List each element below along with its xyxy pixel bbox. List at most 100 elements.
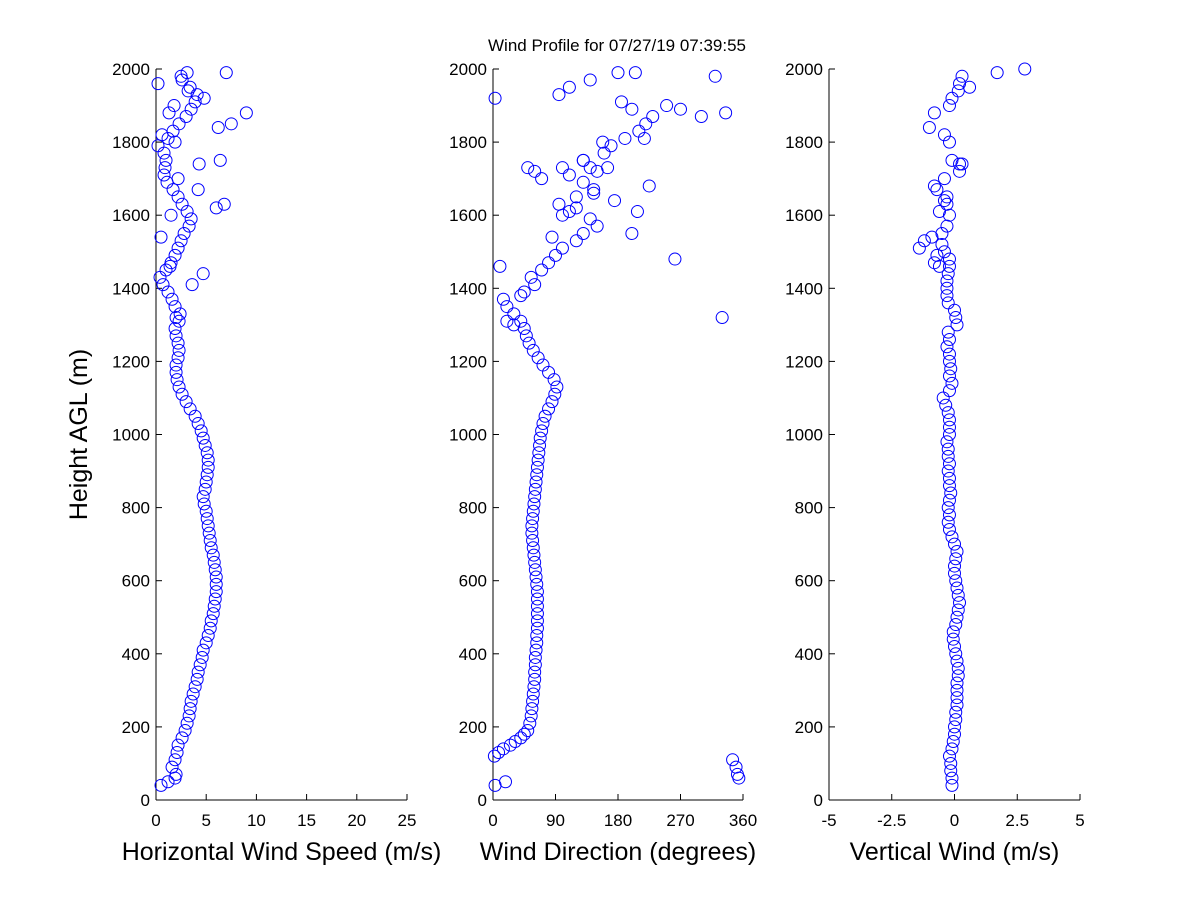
x-tick-label: 0 <box>488 811 497 830</box>
data-point <box>940 274 954 288</box>
data-point <box>209 585 223 599</box>
data-point <box>941 325 955 339</box>
data-point <box>201 460 215 474</box>
data-point <box>542 402 556 416</box>
data-point <box>170 373 184 387</box>
y-tick-label: 1600 <box>112 206 150 225</box>
data-point <box>174 69 188 83</box>
data-point <box>935 226 949 240</box>
data-point <box>949 552 963 566</box>
y-tick-label: 400 <box>795 645 823 664</box>
data-point <box>912 241 926 255</box>
data-point <box>197 497 211 511</box>
subplot-direction: 0 200 400 600 800 1000 1200 1400 1600 1800 2000 0 90… <box>449 60 757 866</box>
y-tick-label: 2000 <box>449 60 487 79</box>
x-tick-label: 90 <box>546 811 565 830</box>
data-point <box>524 270 538 284</box>
data-point <box>514 731 528 745</box>
data-point <box>180 205 194 219</box>
data-point <box>184 102 198 116</box>
data-point <box>526 541 540 555</box>
data-point <box>201 453 215 467</box>
data-point <box>533 431 547 445</box>
data-point <box>529 475 543 489</box>
y-tick-label: 1000 <box>785 426 823 445</box>
data-point <box>496 742 510 756</box>
data-point <box>950 318 964 332</box>
data-point <box>529 570 543 584</box>
data-point <box>618 131 632 145</box>
data-point <box>171 351 185 365</box>
data-point <box>193 658 207 672</box>
data-point <box>945 153 959 167</box>
data-point <box>188 409 202 423</box>
y-tick-label: 1000 <box>112 426 150 445</box>
data-point <box>519 329 533 343</box>
data-point <box>555 161 569 175</box>
data-point <box>942 384 956 398</box>
x-tick-label: 0 <box>151 811 160 830</box>
data-point <box>941 449 955 463</box>
y-tick-label: 1600 <box>785 206 823 225</box>
data-point <box>199 504 213 518</box>
data-point <box>526 533 540 547</box>
data-point <box>587 186 601 200</box>
data-point <box>175 731 189 745</box>
data-point <box>517 285 531 299</box>
data-point <box>950 698 964 712</box>
data-point <box>201 519 215 533</box>
data-point <box>646 110 660 124</box>
data-point <box>530 460 544 474</box>
data-point <box>201 629 215 643</box>
data-point <box>211 120 225 134</box>
data-point <box>944 362 958 376</box>
data-point <box>188 95 202 109</box>
data-point <box>169 358 183 372</box>
y-axis-label: Height AGL (m) <box>65 349 93 520</box>
x-tick-label: 10 <box>247 811 266 830</box>
data-point <box>942 428 956 441</box>
data-point <box>181 84 195 98</box>
data-point <box>159 153 173 167</box>
data-point <box>562 168 576 182</box>
x-axis-label: Wind Direction (degrees) <box>480 838 757 866</box>
y-tick-label: 600 <box>795 572 823 591</box>
data-point <box>942 369 956 383</box>
y-tick-label: 1000 <box>449 426 487 445</box>
data-point <box>175 197 189 211</box>
data-point <box>927 256 941 270</box>
data-point <box>172 343 186 357</box>
data-point <box>950 544 964 558</box>
data-point <box>940 281 954 295</box>
data-point <box>528 665 542 679</box>
data-point <box>1018 62 1032 76</box>
x-tick-label: 5 <box>1075 811 1084 830</box>
data-point <box>642 179 656 193</box>
data-point <box>170 745 184 759</box>
data-point <box>719 106 733 120</box>
data-point <box>191 417 205 431</box>
subplot-vertical: 0 200 400 600 800 1000 1200 1400 1600 1800 2000 -5 -… <box>785 60 1085 866</box>
data-point <box>949 574 963 588</box>
data-point <box>209 577 223 591</box>
data-point <box>183 402 197 416</box>
data-point <box>715 311 729 325</box>
data-point <box>536 358 550 372</box>
data-point <box>949 311 963 325</box>
data-point <box>161 285 175 299</box>
data-point <box>552 197 566 211</box>
data-point <box>162 106 176 120</box>
data-point <box>209 570 223 584</box>
data-point <box>203 621 217 635</box>
data-point <box>171 738 185 752</box>
data-point <box>951 603 965 617</box>
data-point <box>530 621 544 635</box>
data-point <box>186 687 200 701</box>
data-point <box>530 468 544 482</box>
y-tick-label: 200 <box>795 718 823 737</box>
data-point <box>191 183 205 197</box>
data-point <box>948 639 961 653</box>
data-point <box>179 110 193 124</box>
data-point <box>576 226 590 240</box>
